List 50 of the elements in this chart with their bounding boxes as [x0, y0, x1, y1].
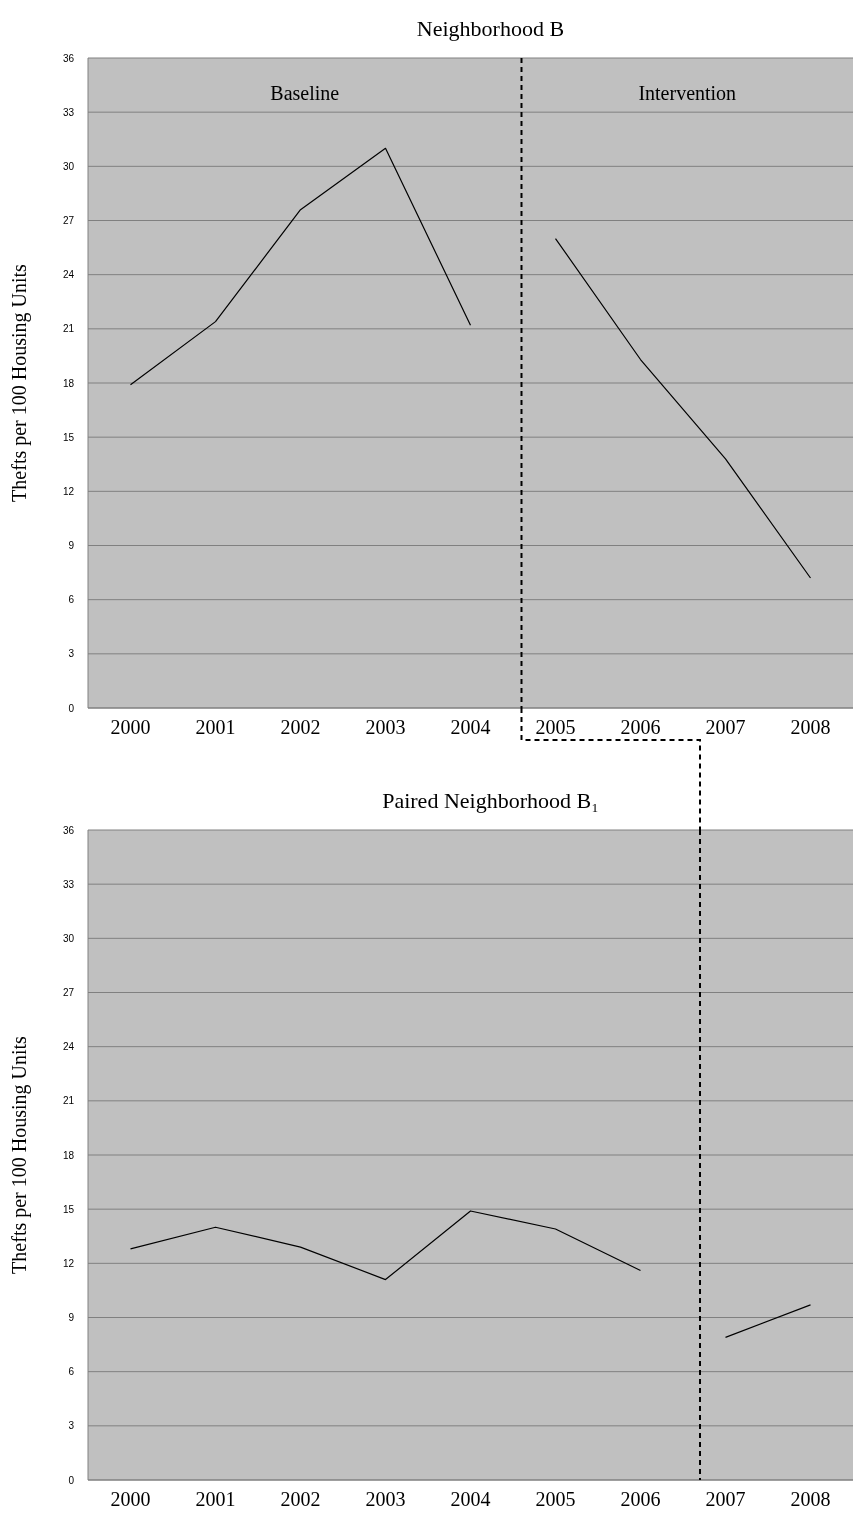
y-tick-label: 27: [62, 215, 75, 226]
y-tick-label: 9: [68, 540, 75, 551]
x-tick-label: 2001: [195, 716, 236, 738]
x-tick-label: 2003: [365, 716, 406, 738]
y-tick-label: 12: [62, 485, 75, 497]
y-axis-title: Thefts per 100 Housing Units: [8, 1035, 31, 1274]
y-tick-label: 36: [62, 824, 75, 836]
y-tick-label: 15: [62, 1203, 75, 1215]
y-tick-label: 21: [62, 323, 75, 335]
y-tick-label: 33: [62, 878, 75, 890]
x-tick-label: 2007: [705, 716, 746, 738]
chart-title: Paired Neighborhood B₁: [382, 788, 599, 813]
y-tick-label: 0: [68, 702, 75, 714]
x-tick-label: 2002: [280, 716, 321, 738]
x-tick-label: 2004: [450, 1488, 491, 1510]
x-tick-label: 2006: [620, 716, 661, 738]
y-tick-label: 24: [62, 1041, 75, 1053]
y-tick-label: 6: [68, 594, 75, 606]
x-tick-label: 2000: [110, 716, 151, 738]
y-tick-label: 3: [68, 648, 75, 660]
y-tick-label: 12: [62, 1257, 75, 1269]
y-tick-label: 30: [62, 932, 75, 944]
x-tick-label: 2001: [195, 1488, 236, 1510]
y-tick-label: 18: [62, 377, 75, 389]
annotation: Intervention: [638, 82, 737, 104]
x-tick-label: 2002: [280, 1488, 321, 1510]
x-tick-label: 2007: [705, 1488, 746, 1510]
y-tick-label: 0: [68, 1474, 75, 1486]
chart-title: Neighborhood B: [416, 16, 565, 41]
y-tick-label: 33: [62, 106, 75, 118]
x-tick-label: 2008: [790, 1488, 831, 1510]
x-tick-label: 2000: [110, 1488, 151, 1510]
y-tick-label: 9: [68, 1312, 75, 1323]
x-tick-label: 2008: [790, 716, 831, 738]
y-tick-label: 30: [62, 160, 75, 172]
x-tick-label: 2004: [450, 716, 491, 738]
y-tick-label: 15: [62, 431, 75, 443]
y-tick-label: 6: [68, 1366, 75, 1378]
annotation: Baseline: [270, 82, 340, 104]
x-tick-label: 2005: [535, 1488, 576, 1510]
y-tick-label: 3: [68, 1420, 75, 1432]
x-tick-label: 2005: [535, 716, 576, 738]
y-tick-label: 24: [62, 269, 75, 281]
y-tick-label: 36: [62, 52, 75, 64]
y-tick-label: 21: [62, 1095, 75, 1107]
y-tick-label: 18: [62, 1149, 75, 1161]
x-tick-label: 2003: [365, 1488, 406, 1510]
y-axis-title: Thefts per 100 Housing Units: [8, 263, 31, 502]
y-tick-label: 27: [62, 987, 75, 998]
x-tick-label: 2006: [620, 1488, 661, 1510]
